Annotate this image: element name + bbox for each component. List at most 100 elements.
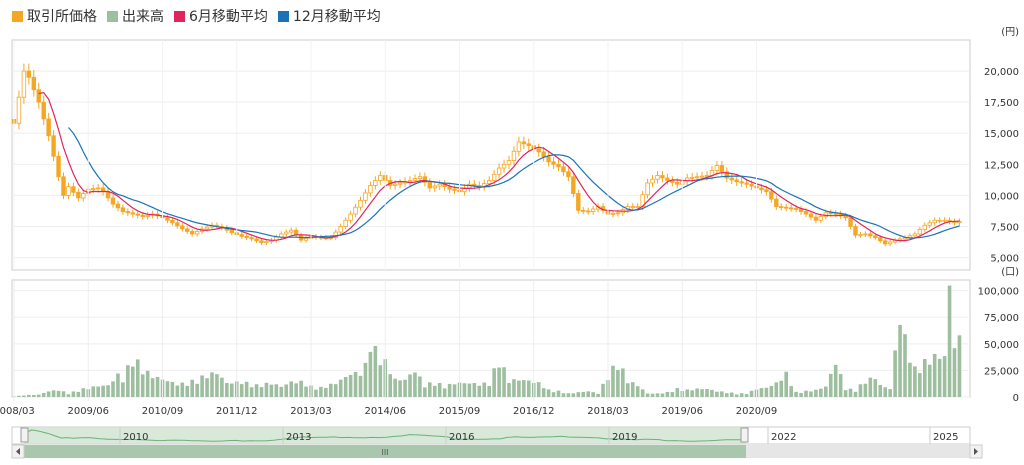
candle-body <box>81 193 86 199</box>
volume-bar <box>477 385 482 397</box>
candle-body <box>843 215 848 219</box>
candle-body <box>91 188 96 190</box>
volume-bar <box>225 382 229 397</box>
volume-bar <box>640 389 645 397</box>
volume-bar <box>913 366 917 397</box>
volume-bar <box>398 380 402 397</box>
volume-bar <box>522 380 526 397</box>
x-tick-label: 2014/06 <box>364 406 406 417</box>
volume-unit-label: (口) <box>1001 267 1019 278</box>
candle-body <box>194 231 200 235</box>
volume-bar <box>918 373 922 397</box>
price-tick-label: 5,000 <box>990 254 1019 265</box>
volume-bar <box>51 390 56 397</box>
price-tick-label: 10,000 <box>984 191 1019 202</box>
volume-swatch-icon <box>107 10 118 22</box>
volume-bar <box>700 389 704 397</box>
candle-body <box>675 181 680 185</box>
volume-bar <box>215 374 219 397</box>
ma6-line <box>38 92 960 242</box>
legend-label-ma6: 6月移動平均 <box>189 9 268 25</box>
volume-bar <box>853 391 858 397</box>
candle-body <box>31 76 36 91</box>
candle-body <box>496 167 502 175</box>
scrollbar-grip: III <box>381 448 388 457</box>
volume-bar <box>66 394 71 397</box>
volume-bar <box>343 376 348 397</box>
volume-bar <box>561 393 566 397</box>
candle-body <box>343 219 348 227</box>
volume-bar <box>135 359 140 397</box>
x-tick-label: 2008/03 <box>0 406 35 417</box>
candle-body <box>437 183 442 187</box>
candle-body <box>739 181 744 184</box>
volume-bar <box>27 394 31 397</box>
volume-bar <box>428 382 432 397</box>
volume-bar <box>185 385 190 397</box>
volume-bar <box>655 393 660 397</box>
volume-bar <box>769 385 774 397</box>
volume-bar <box>17 395 21 397</box>
volume-bar <box>61 391 66 397</box>
candle-body <box>95 187 101 190</box>
candle-body <box>145 214 150 217</box>
volume-bar <box>106 385 110 397</box>
legend-item-volume[interactable]: 出来高 <box>107 6 164 26</box>
candle-body <box>660 175 665 179</box>
volume-tick-label: 25,000 <box>984 366 1019 377</box>
navigator[interactable]: 2010 2013 2016 2019 2022 2025 III <box>11 426 983 459</box>
candle-body <box>868 233 873 237</box>
volume-bar <box>903 334 907 397</box>
x-tick-label: 2010/09 <box>142 406 184 417</box>
candle-body <box>689 176 695 179</box>
candle-body <box>249 237 254 240</box>
volume-bar <box>368 351 373 397</box>
volume-bar <box>517 380 521 397</box>
scrollbar-thumb[interactable] <box>24 445 746 458</box>
candle-body <box>769 191 774 200</box>
volume-bar <box>824 386 828 397</box>
navigator-selection[interactable] <box>24 427 746 444</box>
candle-body <box>61 176 66 196</box>
legend-item-ma6[interactable]: 6月移動平均 <box>174 6 268 26</box>
volume-bar <box>937 358 942 397</box>
candle-body <box>333 231 338 239</box>
price-grid <box>12 70 970 259</box>
volume-bar <box>690 390 694 397</box>
legend-item-price[interactable]: 取引所価格 <box>12 6 97 26</box>
candle-body <box>66 186 71 196</box>
candle-body <box>858 234 863 236</box>
price-unit-label: (円) <box>1001 27 1019 38</box>
volume-bar <box>764 387 769 397</box>
navigator-tick-label: 2022 <box>771 432 796 443</box>
candle-body <box>917 229 923 235</box>
navigator-tick-label: 2013 <box>286 432 311 443</box>
volume-bar <box>269 384 274 397</box>
x-tick-label: 2020/09 <box>736 406 778 417</box>
candle-body <box>848 217 853 227</box>
navigator-series-line <box>23 429 747 442</box>
volume-bar <box>324 387 328 397</box>
candle-body <box>808 213 814 218</box>
volume-bar <box>358 375 363 397</box>
volume-bar <box>744 394 749 397</box>
volume-bar <box>908 362 912 397</box>
candle-body <box>189 231 195 235</box>
volume-bar <box>200 375 204 397</box>
navigator-right-handle[interactable] <box>740 427 749 443</box>
volume-bar <box>541 388 546 397</box>
candle-body <box>556 163 561 168</box>
navigator-left-handle[interactable] <box>20 427 29 443</box>
candle-body <box>358 199 363 208</box>
volume-bar <box>36 394 41 397</box>
x-tick-label: 2011/12 <box>216 406 258 417</box>
candle-body <box>883 240 888 245</box>
candle-body <box>120 207 126 212</box>
candle-body <box>828 212 833 215</box>
volume-bar <box>452 384 457 397</box>
candle-body <box>26 70 32 78</box>
candle-body <box>259 240 264 244</box>
candle-body <box>338 226 343 233</box>
legend-item-ma12[interactable]: 12月移動平均 <box>277 6 381 26</box>
